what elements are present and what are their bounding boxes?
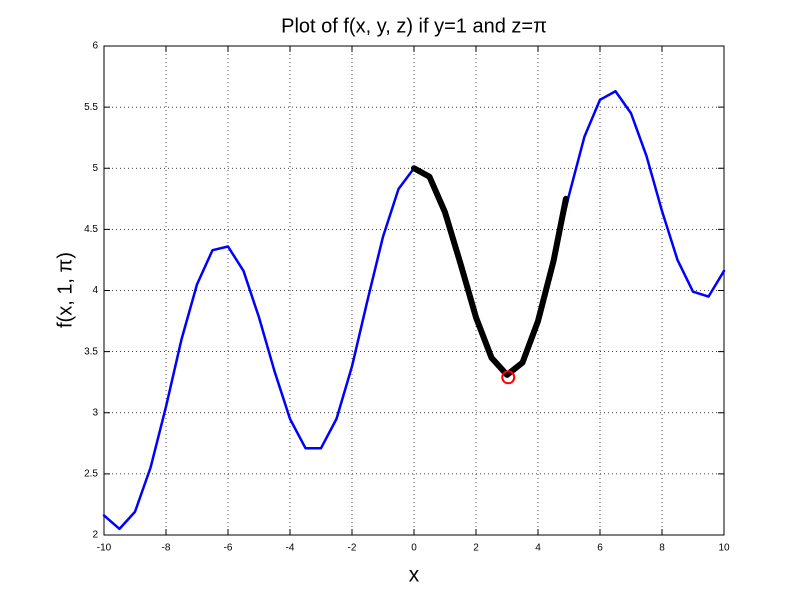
x-axis-label: x	[409, 564, 420, 587]
x-tick-label: 2	[473, 543, 479, 554]
x-tick-label: -4	[286, 543, 295, 554]
y-tick-label: 3	[92, 407, 98, 418]
x-tick-label: 6	[597, 543, 603, 554]
y-tick-label: 2.5	[84, 469, 98, 480]
x-tick-label: 8	[659, 543, 665, 554]
y-tick-label: 2	[92, 530, 98, 541]
y-tick-label: 6	[92, 41, 98, 52]
y-tick-label: 5.5	[84, 102, 98, 113]
x-tick-label: -8	[162, 543, 171, 554]
y-tick-label: 3.5	[84, 346, 98, 357]
y-tick-label: 4	[92, 285, 98, 296]
x-tick-label: -10	[97, 543, 112, 554]
x-tick-label: -2	[348, 543, 357, 554]
x-tick-label: 4	[535, 543, 541, 554]
line-series	[411, 165, 569, 378]
chart-title: Plot of f(x, y, z) if y=1 and z=π	[281, 15, 547, 37]
x-tick-label: 0	[411, 543, 417, 554]
y-tick-label: 4.5	[84, 224, 98, 235]
x-tick-label: -6	[224, 543, 233, 554]
x-tick-label: 10	[718, 543, 730, 554]
y-axis-label: f(x, 1, π)	[54, 252, 76, 328]
plot-frame	[103, 45, 725, 536]
marker	[501, 370, 516, 385]
y-tick-label: 5	[92, 163, 98, 174]
